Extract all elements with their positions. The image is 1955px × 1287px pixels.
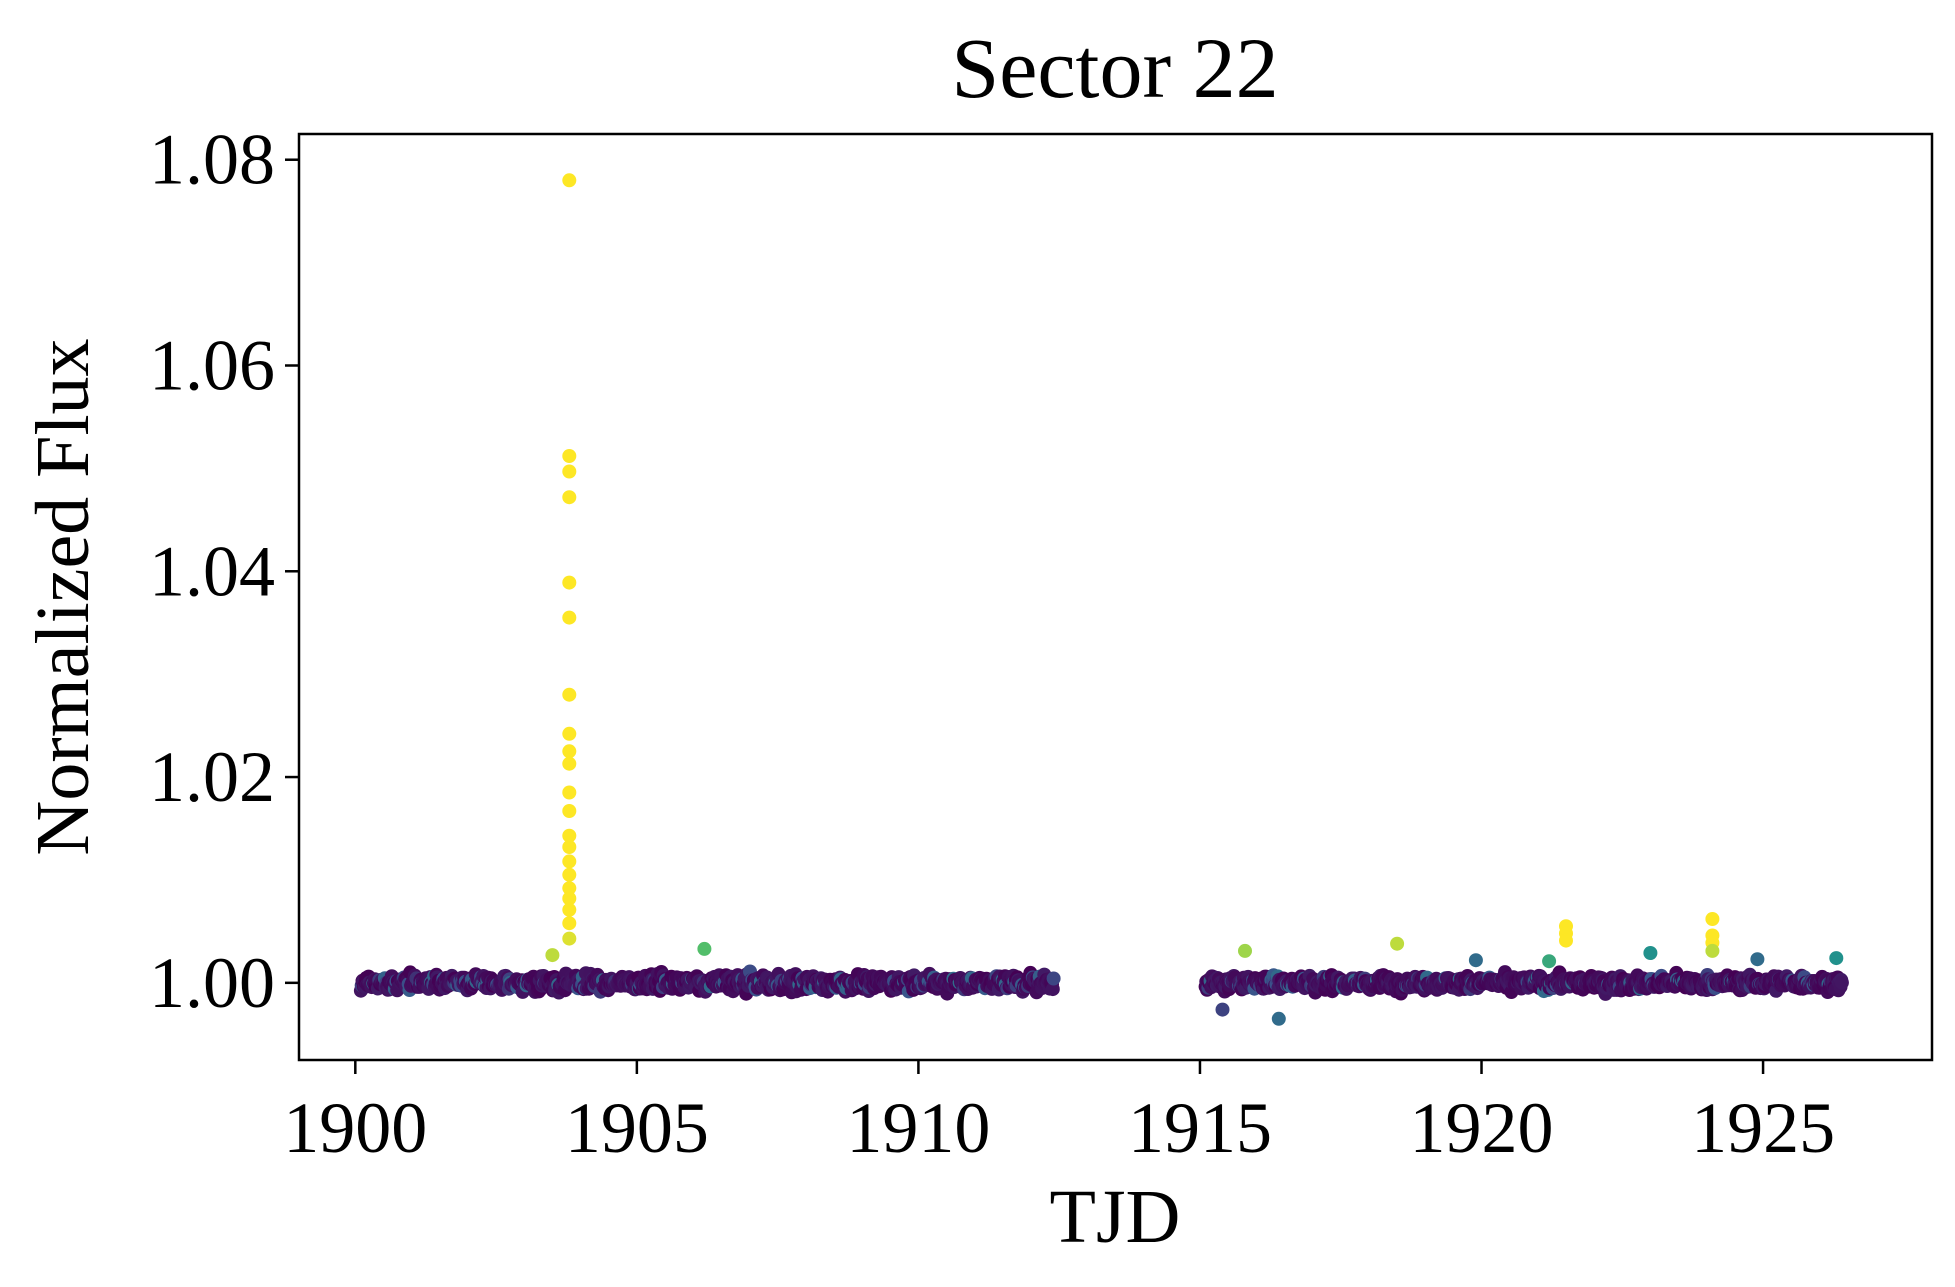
data-point <box>562 744 577 759</box>
data-point <box>1750 952 1765 967</box>
data-point <box>1705 912 1720 926</box>
data-point <box>562 931 577 946</box>
data-point <box>1468 953 1483 968</box>
data-point <box>562 756 577 771</box>
x-tick-label: 1915 <box>1128 1088 1272 1168</box>
data-point <box>562 840 577 854</box>
data-point <box>562 881 577 896</box>
x-axis: 1900 1905 1910 1915 1920 1925 <box>283 1060 1835 1168</box>
y-axis: 1.00 1.02 1.04 1.06 1.08 <box>149 120 299 1023</box>
data-point <box>1046 971 1061 986</box>
data-point <box>562 891 577 906</box>
y-tick-label: 1.04 <box>149 531 275 611</box>
y-tick-label: 1.08 <box>149 120 275 200</box>
x-tick-label: 1900 <box>283 1088 427 1168</box>
data-point <box>1834 975 1849 990</box>
y-tick-label: 1.00 <box>149 943 275 1023</box>
data-point <box>1215 1002 1230 1017</box>
data-points <box>353 173 1849 1026</box>
x-tick-label: 1920 <box>1410 1088 1554 1168</box>
data-point <box>1542 954 1557 969</box>
data-point <box>562 449 577 463</box>
y-axis-label: Normalized Flux <box>21 338 105 855</box>
data-point <box>1390 936 1405 951</box>
data-point <box>562 490 577 505</box>
data-point <box>562 610 577 625</box>
x-tick-label: 1905 <box>565 1088 709 1168</box>
data-point <box>562 726 577 741</box>
y-tick-label: 1.06 <box>149 326 275 406</box>
data-point <box>1643 946 1658 960</box>
x-tick-label: 1925 <box>1691 1088 1835 1168</box>
data-point <box>1829 951 1844 966</box>
data-point <box>562 785 577 800</box>
data-point <box>562 575 577 590</box>
data-point <box>545 948 560 963</box>
data-point <box>1045 982 1060 997</box>
data-point <box>1238 943 1252 958</box>
data-point <box>562 854 577 869</box>
flare-points <box>545 173 1844 1026</box>
data-point <box>697 941 712 956</box>
data-point <box>1705 943 1720 958</box>
segment-0 <box>353 964 1061 1001</box>
x-axis-label: TJD <box>1050 1175 1181 1259</box>
data-point <box>562 173 577 188</box>
data-point <box>562 687 577 702</box>
x-tick-label: 1910 <box>846 1088 990 1168</box>
segment-1 <box>1198 965 1849 1001</box>
data-point <box>562 804 577 818</box>
data-point <box>562 828 577 843</box>
plot-frame <box>297 132 1934 1062</box>
y-tick-label: 1.02 <box>149 737 275 817</box>
data-point <box>1559 933 1573 948</box>
data-point <box>1271 1011 1286 1026</box>
data-point <box>562 867 577 882</box>
data-point <box>562 916 577 931</box>
data-point <box>562 464 577 479</box>
chart-title: Sector 22 <box>951 20 1278 116</box>
data-point <box>562 902 577 917</box>
